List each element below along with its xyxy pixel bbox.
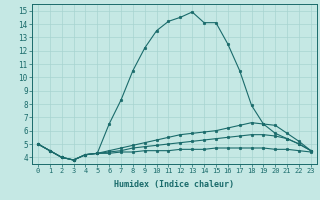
X-axis label: Humidex (Indice chaleur): Humidex (Indice chaleur) [115, 180, 234, 189]
